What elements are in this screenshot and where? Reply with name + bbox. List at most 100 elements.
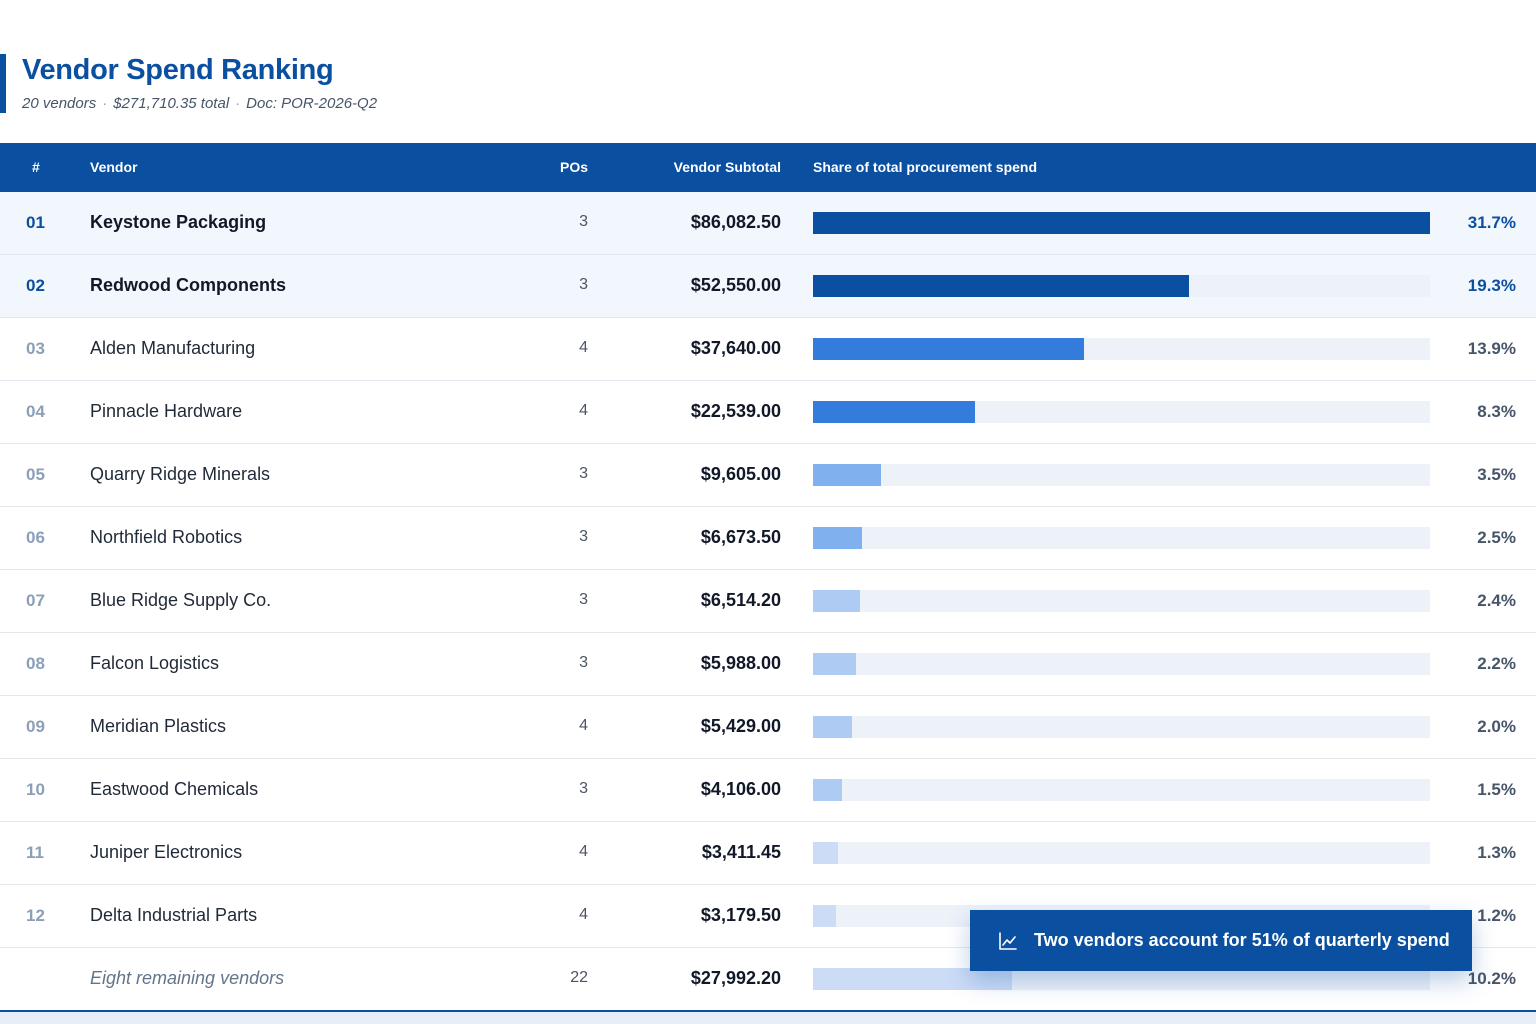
share-bar-fill bbox=[813, 779, 842, 801]
share-bar-fill bbox=[813, 716, 852, 738]
table-row[interactable]: 09 Meridian Plastics 4 $5,429.00 2.0% bbox=[0, 696, 1536, 759]
table-row[interactable]: 10 Eastwood Chemicals 3 $4,106.00 1.5% bbox=[0, 759, 1536, 822]
vendor-subtotal: $52,550.00 bbox=[690, 275, 781, 295]
share-bar-fill bbox=[813, 968, 1012, 990]
subtitle-separator: · bbox=[235, 95, 241, 112]
vendor-subtotal: $3,179.50 bbox=[700, 905, 781, 925]
vendor-subtotal: $6,514.20 bbox=[700, 590, 781, 610]
po-count: 4 bbox=[579, 843, 588, 860]
vendor-subtotal: $37,640.00 bbox=[690, 338, 781, 358]
po-count: 4 bbox=[579, 906, 588, 923]
doc-id: Doc: POR-2026-Q2 bbox=[246, 95, 378, 112]
vendor-name: Falcon Logistics bbox=[90, 653, 220, 673]
column-header-subtotal[interactable]: Vendor Subtotal bbox=[673, 159, 781, 175]
share-bar-track bbox=[813, 842, 1430, 864]
share-percent: 13.9% bbox=[1467, 339, 1516, 358]
vendor-subtotal: $27,992.20 bbox=[690, 968, 781, 988]
po-count: 4 bbox=[579, 339, 588, 356]
share-percent: 1.3% bbox=[1477, 843, 1516, 862]
share-bar-fill bbox=[813, 905, 836, 927]
rank-cell: 03 bbox=[26, 339, 45, 358]
vendor-subtotal: $4,106.00 bbox=[700, 779, 781, 799]
vendor-name: Juniper Electronics bbox=[90, 842, 243, 862]
table-row[interactable]: 08 Falcon Logistics 3 $5,988.00 2.2% bbox=[0, 633, 1536, 696]
po-count: 3 bbox=[579, 780, 588, 797]
table-row[interactable]: 03 Alden Manufacturing 4 $37,640.00 13.9% bbox=[0, 318, 1536, 381]
po-count: 3 bbox=[579, 276, 588, 293]
share-percent: 10.2% bbox=[1467, 969, 1516, 988]
share-bar-fill bbox=[813, 590, 860, 612]
share-percent: 8.3% bbox=[1477, 402, 1516, 421]
vendor-name: Delta Industrial Parts bbox=[90, 905, 258, 925]
page-header: Vendor Spend Ranking 20 vendors · $271,710… bbox=[0, 54, 600, 113]
column-header-vendor[interactable]: Vendor bbox=[90, 159, 138, 175]
rank-cell: 07 bbox=[26, 591, 45, 610]
share-bar-fill bbox=[813, 401, 975, 423]
column-header-pos[interactable]: POs bbox=[559, 159, 588, 175]
share-percent: 2.4% bbox=[1477, 591, 1516, 610]
subtitle-separator: · bbox=[102, 95, 108, 112]
table-row[interactable]: 07 Blue Ridge Supply Co. 3 $6,514.20 2.4% bbox=[0, 570, 1536, 633]
share-percent: 31.7% bbox=[1467, 213, 1516, 232]
share-percent: 1.5% bbox=[1477, 780, 1516, 799]
rank-cell: 05 bbox=[26, 465, 45, 484]
share-bar-track bbox=[813, 590, 1430, 612]
column-header-rank[interactable]: # bbox=[32, 159, 40, 175]
po-count: 3 bbox=[579, 654, 588, 671]
vendor-name: Alden Manufacturing bbox=[90, 338, 256, 358]
column-header-share[interactable]: Share of total procurement spend bbox=[813, 159, 1038, 175]
rank-cell: 04 bbox=[26, 402, 45, 421]
share-bar-track bbox=[813, 653, 1430, 675]
vendor-name: Pinnacle Hardware bbox=[90, 401, 243, 421]
vendor-subtotal: $9,605.00 bbox=[700, 464, 781, 484]
share-bar-fill bbox=[813, 275, 1189, 297]
vendor-name: Eight remaining vendors bbox=[90, 968, 285, 988]
vendor-name: Keystone Packaging bbox=[90, 212, 267, 232]
vendor-subtotal: $5,429.00 bbox=[700, 716, 781, 736]
share-percent: 1.2% bbox=[1477, 906, 1516, 925]
insight-callout[interactable]: Two vendors account for 51% of quarterly… bbox=[970, 910, 1472, 971]
table-row[interactable]: 06 Northfield Robotics 3 $6,673.50 2.5% bbox=[0, 507, 1536, 570]
po-count: 22 bbox=[570, 969, 588, 986]
po-count: 4 bbox=[579, 402, 588, 419]
share-bar-track bbox=[813, 464, 1430, 486]
rank-cell: 08 bbox=[26, 654, 45, 673]
vendor-subtotal: $6,673.50 bbox=[700, 527, 781, 547]
vendor-name: Quarry Ridge Minerals bbox=[90, 464, 271, 484]
po-count: 4 bbox=[579, 717, 588, 734]
vendor-name: Redwood Components bbox=[90, 275, 286, 295]
share-bar-track bbox=[813, 527, 1430, 549]
total-spend: $271,710.35 total bbox=[113, 95, 230, 112]
table-row[interactable]: 04 Pinnacle Hardware 4 $22,539.00 8.3% bbox=[0, 381, 1536, 444]
vendor-subtotal: $5,988.00 bbox=[700, 653, 781, 673]
rank-cell: 12 bbox=[26, 906, 45, 925]
share-bar-track bbox=[813, 212, 1430, 234]
table-row[interactable]: 11 Juniper Electronics 4 $3,411.45 1.3% bbox=[0, 822, 1536, 885]
table-row[interactable]: 02 Redwood Components 3 $52,550.00 19.3% bbox=[0, 255, 1536, 318]
rank-cell: 02 bbox=[26, 276, 45, 295]
share-percent: 3.5% bbox=[1477, 465, 1516, 484]
share-percent: 19.3% bbox=[1467, 276, 1516, 295]
rank-cell: 01 bbox=[26, 213, 45, 232]
share-bar-track bbox=[813, 716, 1430, 738]
po-count: 3 bbox=[579, 465, 588, 482]
page-subtitle: 20 vendors · $271,710.35 total · Doc: POR-20… bbox=[22, 95, 377, 112]
vendor-name: Eastwood Chemicals bbox=[90, 779, 259, 799]
share-bar-fill bbox=[813, 464, 881, 486]
vendor-count: 20 vendors bbox=[22, 95, 97, 112]
share-bar-fill bbox=[813, 842, 838, 864]
share-percent: 2.2% bbox=[1477, 654, 1516, 673]
share-percent: 2.5% bbox=[1477, 528, 1516, 547]
table-footer-strip bbox=[0, 1012, 1536, 1024]
share-bar-track bbox=[813, 401, 1430, 423]
vendor-name: Blue Ridge Supply Co. bbox=[90, 590, 272, 610]
table-row[interactable]: 01 Keystone Packaging 3 $86,082.50 31.7% bbox=[0, 192, 1536, 255]
share-percent: 2.0% bbox=[1477, 717, 1516, 736]
line-chart-icon bbox=[998, 931, 1018, 951]
share-bar-fill bbox=[813, 338, 1084, 360]
table-row[interactable]: 05 Quarry Ridge Minerals 3 $9,605.00 3.5% bbox=[0, 444, 1536, 507]
table-header: # Vendor POs Vendor Subtotal Share of to… bbox=[0, 143, 1536, 192]
share-bar-track bbox=[813, 779, 1430, 801]
rank-cell: 11 bbox=[26, 843, 44, 862]
header-accent-bar bbox=[0, 54, 6, 113]
